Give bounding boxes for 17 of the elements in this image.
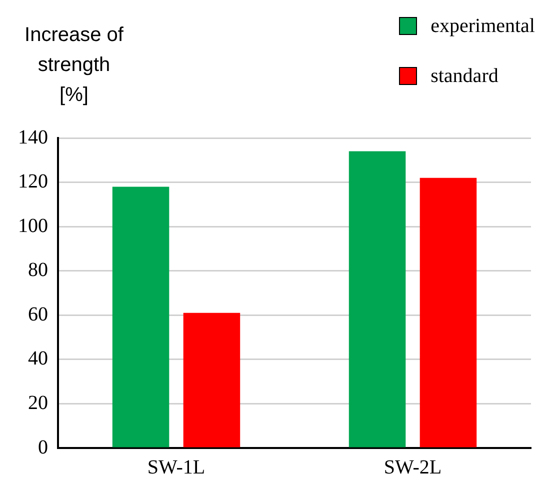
legend-label: standard [430,64,498,88]
y-tick-label: 120 [18,170,48,193]
y-axis-title: Increase of strength [%] [24,23,124,108]
y-tick-label: 40 [28,348,48,370]
legend-label: experimental [430,14,535,38]
bar [348,151,406,448]
y-tick-label: 0 [38,436,48,458]
y-tick-label: 140 [18,126,48,148]
bar [112,186,170,448]
x-tick-label: SW-2L [384,456,442,478]
x-tick-label: SW-1L [147,456,206,478]
y-tick-label: 60 [28,303,48,326]
y-tick-label: 80 [28,259,48,282]
y-tick-label: 100 [18,214,48,237]
bar [420,178,477,448]
bar [183,312,240,448]
y-tick-label: 20 [28,392,48,414]
